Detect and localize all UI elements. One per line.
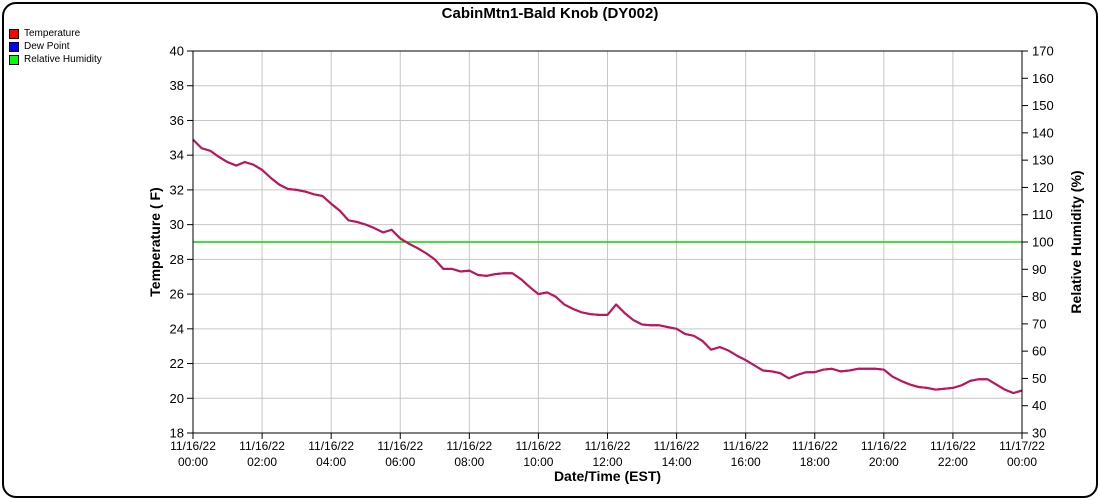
- svg-text:06:00: 06:00: [385, 455, 415, 469]
- legend-label-dew-point: Dew Point: [24, 41, 70, 52]
- legend-label-temperature: Temperature: [24, 28, 81, 39]
- svg-text:08:00: 08:00: [454, 455, 484, 469]
- svg-text:11/16/22: 11/16/22: [239, 439, 285, 453]
- legend-swatch-relative-humidity-icon: [9, 54, 19, 65]
- svg-text:11/16/22: 11/16/22: [654, 439, 700, 453]
- legend-item-relative-humidity: Relative Humidity: [9, 53, 102, 66]
- y-axis-left-title: Temperature ( F): [147, 187, 163, 296]
- legend-item-temperature: Temperature: [9, 27, 102, 40]
- svg-text:90: 90: [1032, 262, 1046, 277]
- svg-text:100: 100: [1032, 235, 1054, 250]
- svg-text:14:00: 14:00: [662, 455, 692, 469]
- svg-text:40: 40: [1032, 398, 1046, 413]
- svg-text:38: 38: [170, 78, 184, 93]
- svg-text:22:00: 22:00: [938, 455, 968, 469]
- legend-label-relative-humidity: Relative Humidity: [24, 54, 102, 65]
- svg-text:11/16/22: 11/16/22: [308, 439, 354, 453]
- svg-text:40: 40: [170, 44, 184, 59]
- svg-text:32: 32: [170, 182, 184, 197]
- svg-text:20:00: 20:00: [869, 455, 899, 469]
- svg-text:160: 160: [1032, 71, 1054, 86]
- y-axis-right-title: Relative Humidity (%): [1068, 170, 1084, 313]
- svg-text:20: 20: [170, 391, 184, 406]
- svg-text:24: 24: [170, 321, 184, 336]
- svg-text:11/16/22: 11/16/22: [723, 439, 769, 453]
- svg-text:16:00: 16:00: [731, 455, 761, 469]
- svg-text:170: 170: [1032, 44, 1054, 59]
- svg-text:70: 70: [1032, 316, 1046, 331]
- svg-text:26: 26: [170, 287, 184, 302]
- svg-text:11/17/22: 11/17/22: [999, 439, 1045, 453]
- legend-item-dew-point: Dew Point: [9, 40, 102, 53]
- y-axis-left: 18 20 22 24 26 28 30 32 34 36 38 40: [170, 44, 193, 441]
- svg-text:00:00: 00:00: [178, 455, 208, 469]
- svg-text:12:00: 12:00: [592, 455, 622, 469]
- svg-text:18: 18: [170, 426, 184, 441]
- svg-text:30: 30: [170, 217, 184, 232]
- svg-text:11/16/22: 11/16/22: [930, 439, 976, 453]
- svg-text:80: 80: [1032, 289, 1046, 304]
- x-axis: 11/16/22 00:00 11/16/22 02:00 11/16/22 04:00 1…: [170, 433, 1045, 469]
- x-axis-title: Date/Time (EST): [554, 468, 661, 484]
- svg-text:34: 34: [170, 148, 184, 163]
- svg-text:11/16/22: 11/16/22: [446, 439, 492, 453]
- chart-title: CabinMtn1-Bald Knob (DY002): [441, 5, 659, 22]
- svg-text:11/16/22: 11/16/22: [377, 439, 423, 453]
- svg-text:140: 140: [1032, 125, 1054, 140]
- legend-swatch-temperature-icon: [9, 28, 19, 39]
- svg-text:60: 60: [1032, 344, 1046, 359]
- svg-text:02:00: 02:00: [247, 455, 277, 469]
- svg-text:150: 150: [1032, 98, 1054, 113]
- temperature-line: [192, 138, 1023, 395]
- svg-text:120: 120: [1032, 180, 1054, 195]
- svg-text:11/16/22: 11/16/22: [792, 439, 838, 453]
- svg-text:11/16/22: 11/16/22: [861, 439, 907, 453]
- svg-text:18:00: 18:00: [800, 455, 830, 469]
- chart-legend: Temperature Dew Point Relative Humidity: [9, 27, 102, 66]
- svg-text:50: 50: [1032, 371, 1046, 386]
- svg-text:00:00: 00:00: [1007, 455, 1037, 469]
- legend-swatch-dew-point-icon: [9, 41, 19, 52]
- svg-text:11/16/22: 11/16/22: [585, 439, 631, 453]
- svg-text:130: 130: [1032, 153, 1054, 168]
- svg-text:22: 22: [170, 356, 184, 371]
- svg-text:11/16/22: 11/16/22: [170, 439, 216, 453]
- svg-text:28: 28: [170, 252, 184, 267]
- svg-text:30: 30: [1032, 426, 1046, 441]
- svg-text:10:00: 10:00: [523, 455, 553, 469]
- svg-text:110: 110: [1032, 207, 1053, 222]
- svg-text:11/16/22: 11/16/22: [516, 439, 562, 453]
- svg-text:04:00: 04:00: [316, 455, 346, 469]
- svg-text:36: 36: [170, 113, 184, 128]
- y-axis-right: 30 40 50 60 70 80 90 100 110 120 130 140 150 160 170: [1022, 44, 1054, 441]
